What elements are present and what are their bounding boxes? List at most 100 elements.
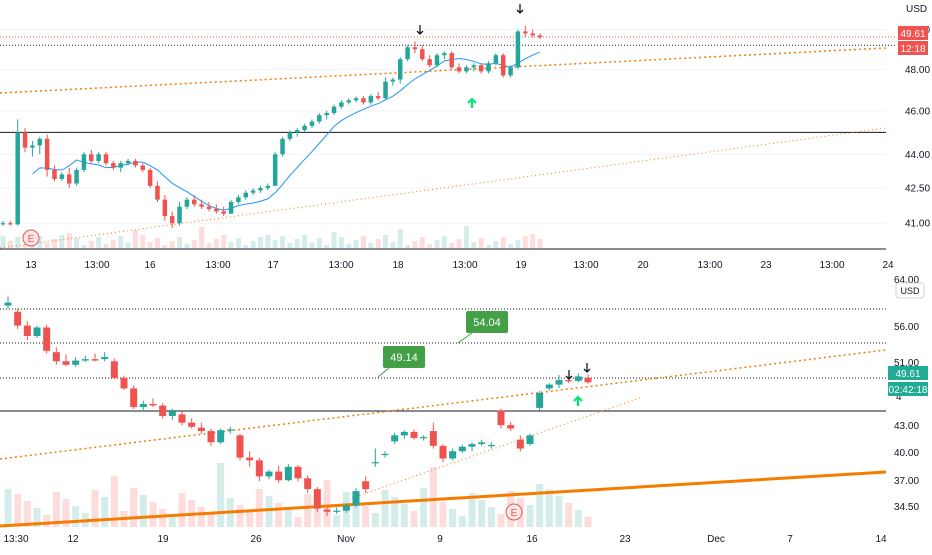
daily-candle[interactable] xyxy=(352,491,360,506)
daily-currency-box[interactable] xyxy=(895,282,925,299)
daily-candle[interactable] xyxy=(555,380,563,385)
daily-candle[interactable] xyxy=(91,359,99,361)
daily-chart-pane[interactable]: 49.14 54.04 xyxy=(0,296,887,528)
hourly-candle[interactable] xyxy=(214,209,219,212)
hourly-candle[interactable] xyxy=(37,138,43,146)
hourly-candle[interactable] xyxy=(324,113,329,116)
hourly-candle[interactable] xyxy=(412,47,418,50)
hourly-candle[interactable] xyxy=(331,106,337,114)
hourly-candle[interactable] xyxy=(162,199,168,217)
daily-candle[interactable] xyxy=(33,327,41,336)
daily-candle[interactable] xyxy=(342,505,350,511)
daily-candle[interactable] xyxy=(371,462,379,464)
hourly-candle[interactable] xyxy=(456,67,462,72)
hourly-candle[interactable] xyxy=(346,100,351,103)
hourly-candle[interactable] xyxy=(500,55,506,76)
hourly-candle[interactable] xyxy=(8,223,13,225)
hourly-candle[interactable] xyxy=(339,102,344,107)
hourly-candle[interactable] xyxy=(280,138,285,155)
daily-candle[interactable] xyxy=(478,442,486,445)
daily-candle[interactable] xyxy=(4,302,12,306)
daily-candle[interactable] xyxy=(284,466,292,481)
daily-candle[interactable] xyxy=(545,384,553,389)
hourly-candle[interactable] xyxy=(133,160,138,166)
hourly-candle[interactable] xyxy=(523,31,528,34)
daily-candle[interactable] xyxy=(313,489,321,509)
daily-price-scale[interactable]: 64.00 56.00 51.00 43.00 40.00 37.00 34.50 4 xyxy=(894,275,919,513)
daily-candle[interactable] xyxy=(526,435,534,445)
daily-candle[interactable] xyxy=(207,431,215,443)
hourly-candle[interactable] xyxy=(317,115,322,122)
daily-candle[interactable] xyxy=(497,410,505,426)
hourly-candle[interactable] xyxy=(383,81,388,99)
daily-candle[interactable] xyxy=(420,437,428,439)
daily-candle[interactable] xyxy=(516,439,524,449)
daily-candle[interactable] xyxy=(584,377,592,383)
hourly-candle[interactable] xyxy=(442,53,447,56)
hourly-candle[interactable] xyxy=(0,223,6,225)
daily-earnings-badge[interactable]: E xyxy=(505,503,523,521)
hourly-candle[interactable] xyxy=(420,49,425,60)
daily-candle[interactable] xyxy=(381,453,389,456)
hourly-candle[interactable] xyxy=(294,130,300,133)
hourly-candle[interactable] xyxy=(30,145,35,148)
hourly-candle[interactable] xyxy=(508,67,513,76)
hourly-candle[interactable] xyxy=(15,132,20,225)
hourly-candle[interactable] xyxy=(147,169,153,186)
daily-candle[interactable] xyxy=(255,460,263,477)
daily-candle[interactable] xyxy=(304,478,312,490)
daily-candle[interactable] xyxy=(226,429,234,431)
hourly-candle[interactable] xyxy=(177,206,182,224)
hourly-candle[interactable] xyxy=(258,188,263,191)
hourly-candle[interactable] xyxy=(287,132,293,139)
hourly-candle[interactable] xyxy=(44,138,50,170)
hourly-earnings-badge[interactable]: E xyxy=(22,229,40,247)
hourly-candle[interactable] xyxy=(184,199,190,207)
daily-candle[interactable] xyxy=(265,471,273,477)
daily-candle[interactable] xyxy=(275,471,283,481)
daily-candle[interactable] xyxy=(188,422,196,427)
hourly-candle[interactable] xyxy=(169,216,175,224)
hourly-chart-pane[interactable] xyxy=(0,4,896,249)
hourly-candle[interactable] xyxy=(265,185,271,189)
daily-candle[interactable] xyxy=(429,431,437,446)
hourly-candle[interactable] xyxy=(250,190,256,193)
daily-candle[interactable] xyxy=(139,403,147,408)
daily-candle[interactable] xyxy=(391,435,399,442)
hourly-candle[interactable] xyxy=(405,47,410,60)
daily-candle[interactable] xyxy=(362,481,370,490)
target-callout-box[interactable] xyxy=(466,311,508,333)
hourly-candle[interactable] xyxy=(243,192,249,198)
hourly-candle[interactable] xyxy=(361,98,366,103)
daily-candle[interactable] xyxy=(23,325,31,336)
daily-candle[interactable] xyxy=(449,451,457,459)
daily-candle[interactable] xyxy=(72,360,80,365)
daily-candle[interactable] xyxy=(323,509,331,512)
daily-candle[interactable] xyxy=(507,425,515,429)
hourly-candle[interactable] xyxy=(493,55,499,64)
hourly-candle[interactable] xyxy=(103,154,109,164)
hourly-candle[interactable] xyxy=(530,33,535,36)
daily-candle[interactable] xyxy=(110,361,118,378)
hourly-candle[interactable] xyxy=(125,160,131,164)
hourly-candle[interactable] xyxy=(52,169,57,179)
daily-candle[interactable] xyxy=(458,446,466,452)
hourly-candle[interactable] xyxy=(427,59,432,66)
hourly-candle[interactable] xyxy=(471,65,477,68)
daily-candle[interactable] xyxy=(149,403,157,406)
target-callout-box[interactable] xyxy=(383,346,425,368)
daily-candle[interactable] xyxy=(468,444,476,447)
hourly-candle[interactable] xyxy=(464,67,469,72)
hourly-candle[interactable] xyxy=(302,125,307,131)
hourly-candle[interactable] xyxy=(228,201,234,214)
daily-candle[interactable] xyxy=(130,388,138,408)
daily-candle[interactable] xyxy=(159,405,167,417)
hourly-candle[interactable] xyxy=(486,63,491,72)
hourly-candle[interactable] xyxy=(449,53,454,68)
daily-candle[interactable] xyxy=(120,377,128,389)
hourly-candle[interactable] xyxy=(353,98,359,101)
daily-candle[interactable] xyxy=(217,430,225,443)
daily-candle[interactable] xyxy=(43,327,51,351)
daily-candle[interactable] xyxy=(197,427,205,432)
